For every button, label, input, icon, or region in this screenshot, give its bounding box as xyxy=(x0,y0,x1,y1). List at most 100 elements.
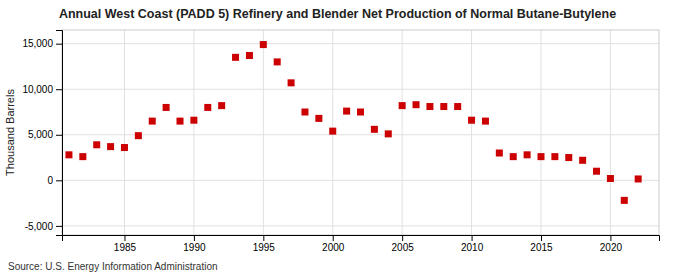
point xyxy=(204,104,211,111)
tick-mark xyxy=(124,235,125,241)
source-note: Source: U.S. Energy Information Administ… xyxy=(8,261,218,272)
point xyxy=(315,115,322,122)
tick: 1995 xyxy=(253,235,276,253)
chart: 1985 1990 1995 2000 2005 2010 2015 2020 -5,000 0 5… xyxy=(0,0,675,275)
grid-line xyxy=(62,134,659,135)
point xyxy=(288,79,295,86)
tick: 1990 xyxy=(183,235,206,253)
tick-mark xyxy=(56,135,62,136)
x-axis: 1985 1990 1995 2000 2005 2010 2015 2020 xyxy=(63,235,660,253)
point xyxy=(135,132,142,139)
point xyxy=(413,101,420,108)
point xyxy=(399,102,406,109)
grid xyxy=(62,30,659,235)
point xyxy=(190,117,197,124)
point xyxy=(385,130,392,137)
tick-mark xyxy=(56,44,62,45)
axis-line xyxy=(56,31,63,236)
grid-line xyxy=(62,180,659,181)
point xyxy=(510,153,517,160)
tick-mark xyxy=(56,226,62,227)
title: Annual West Coast (PADD 5) Refinery and … xyxy=(59,7,616,21)
point xyxy=(454,103,461,110)
tick-label: 1990 xyxy=(183,242,206,253)
tick-label: 2000 xyxy=(322,242,345,253)
point xyxy=(496,150,503,157)
tick-mark xyxy=(333,235,334,241)
tick: 1985 xyxy=(114,235,137,253)
point xyxy=(482,118,489,125)
grid-line xyxy=(62,89,659,90)
tick-mark xyxy=(610,235,611,241)
tick: 0 xyxy=(47,175,62,186)
tick-label: 15,000 xyxy=(22,38,53,49)
point xyxy=(537,153,544,160)
tick-mark xyxy=(541,235,542,241)
grid-line xyxy=(124,30,125,235)
point xyxy=(426,103,433,110)
plot: 1985 1990 1995 2000 2005 2010 2015 2020 -5,000 0 5… xyxy=(22,30,659,253)
point xyxy=(274,58,281,65)
point xyxy=(524,151,531,158)
point xyxy=(121,144,128,151)
tick-label: 5,000 xyxy=(28,129,53,140)
point xyxy=(607,175,614,182)
point xyxy=(260,41,267,48)
grid-line xyxy=(62,225,659,226)
grid-line xyxy=(263,30,264,235)
grid-line xyxy=(540,30,541,235)
tick-label: 1995 xyxy=(253,242,276,253)
point xyxy=(93,141,100,148)
point xyxy=(177,118,184,125)
point xyxy=(579,157,586,164)
point xyxy=(232,54,239,61)
point xyxy=(593,168,600,175)
grid-line xyxy=(62,43,659,44)
tick-mark xyxy=(56,89,62,90)
axis-line xyxy=(63,236,660,242)
tick-label: 2010 xyxy=(461,242,484,253)
point xyxy=(551,153,558,160)
tick: 2010 xyxy=(461,235,484,253)
point xyxy=(107,143,114,150)
point xyxy=(218,102,225,109)
point xyxy=(635,175,642,182)
tick: -5,000 xyxy=(25,221,62,232)
tick: 2000 xyxy=(322,235,345,253)
point xyxy=(357,109,364,116)
tick: 15,000 xyxy=(22,38,62,49)
tick-mark xyxy=(402,235,403,241)
grid-line xyxy=(610,30,611,235)
tick-mark xyxy=(56,180,62,181)
tick: 2015 xyxy=(530,235,553,253)
grid-line xyxy=(193,30,194,235)
point xyxy=(246,52,253,59)
tick-label: 2020 xyxy=(600,242,623,253)
tick-label: 2015 xyxy=(530,242,553,253)
tick: 2005 xyxy=(392,235,415,253)
tick: 10,000 xyxy=(22,84,62,95)
tick-mark xyxy=(472,235,473,241)
point xyxy=(468,117,475,124)
point xyxy=(149,118,156,125)
point xyxy=(163,104,170,111)
point xyxy=(65,151,72,158)
point xyxy=(440,103,447,110)
tick-label: 0 xyxy=(47,175,53,186)
point xyxy=(79,153,86,160)
point xyxy=(329,128,336,135)
tick-mark xyxy=(194,235,195,241)
grid-line xyxy=(402,30,403,235)
point xyxy=(301,109,308,116)
point xyxy=(371,126,378,133)
tick-label: 10,000 xyxy=(22,84,53,95)
y-axis-title: Thousand Barrels xyxy=(4,89,16,176)
tick: 2020 xyxy=(600,235,623,253)
tick-label: 1985 xyxy=(114,242,137,253)
points xyxy=(65,41,641,204)
tick-label: -5,000 xyxy=(25,221,54,232)
tick: 5,000 xyxy=(28,129,62,140)
tick-label: 2005 xyxy=(392,242,415,253)
point xyxy=(621,197,628,204)
plot-frame xyxy=(62,30,659,235)
